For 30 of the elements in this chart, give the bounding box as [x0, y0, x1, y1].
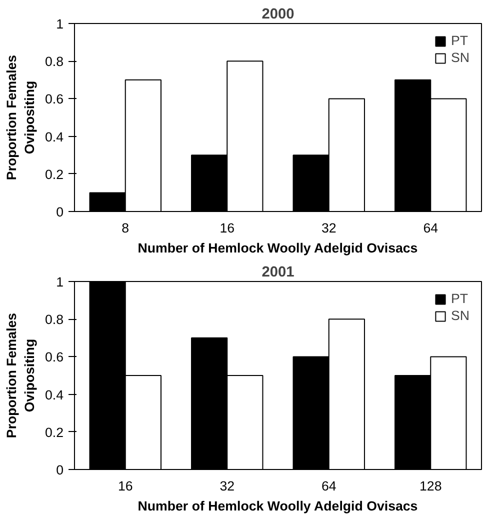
y-tick-label: 0.8 — [44, 54, 64, 70]
chart-title: 2001 — [262, 264, 294, 280]
y-tick-label: 0.4 — [44, 387, 64, 402]
y-tick-label: 0.4 — [44, 129, 64, 144]
x-tick-label: 8 — [122, 220, 130, 236]
x-tick-label: 32 — [321, 220, 336, 236]
x-axis-title: Number of Hemlock Woolly Adelgid Ovisacs — [138, 240, 418, 256]
y-tick-label: 0 — [56, 204, 64, 220]
y-tick-label: 0.2 — [44, 166, 64, 182]
legend-label: SN — [451, 50, 471, 65]
y-tick-label: 1 — [56, 274, 64, 290]
legend-label: PT — [451, 291, 470, 306]
legend-label: SN — [451, 308, 471, 323]
x-tick-label: 64 — [321, 478, 337, 494]
y-tick-label: 1 — [56, 16, 64, 32]
x-tick-label: 128 — [420, 478, 442, 494]
y-tick-label: 0.6 — [44, 92, 64, 107]
x-tick-label: 16 — [220, 220, 235, 236]
y-tick-label: 0.8 — [44, 312, 64, 328]
x-tick-label: 64 — [423, 220, 439, 236]
x-tick-label: 16 — [118, 478, 133, 494]
x-axis-title: Number of Hemlock Woolly Adelgid Ovisacs — [138, 498, 418, 514]
y-tick-label: 0.6 — [44, 350, 64, 365]
y-tick-label: 0.2 — [44, 424, 64, 440]
legend-label: PT — [451, 33, 470, 48]
y-axis-title: Proportion Females Ovipositing — [4, 312, 37, 438]
y-axis-title: Proportion Females Ovipositing — [4, 54, 37, 180]
y-tick-label: 0 — [56, 462, 64, 478]
x-tick-label: 32 — [220, 478, 235, 494]
chart-title: 2000 — [262, 6, 294, 22]
